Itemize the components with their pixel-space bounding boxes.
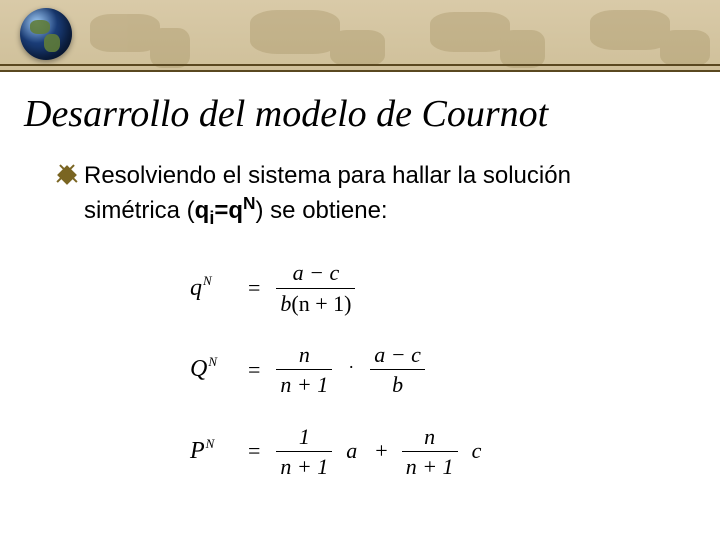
bullet-text: Resolviendo el sistema para hallar la so… [84,160,670,230]
bullet-icon [57,165,77,185]
equation-QN: QN = n n + 1 · a − c b [190,342,670,398]
equation-PN: PN = 1 n + 1 a + n n + 1 c [190,424,670,480]
slide-body: Resolviendo el sistema para hallar la so… [60,160,670,505]
equations-block: qN = a − c b(n + 1) QN = n n + 1 · a − c [190,260,670,479]
map-background [0,0,720,72]
header-divider-1 [0,64,720,66]
globe-icon [20,8,72,60]
slide-title: Desarrollo del modelo de Cournot [24,92,548,136]
equation-qN: qN = a − c b(n + 1) [190,260,670,316]
header-divider-2 [0,70,720,72]
bullet-item: Resolviendo el sistema para hallar la so… [60,160,670,230]
header-band [0,0,720,72]
